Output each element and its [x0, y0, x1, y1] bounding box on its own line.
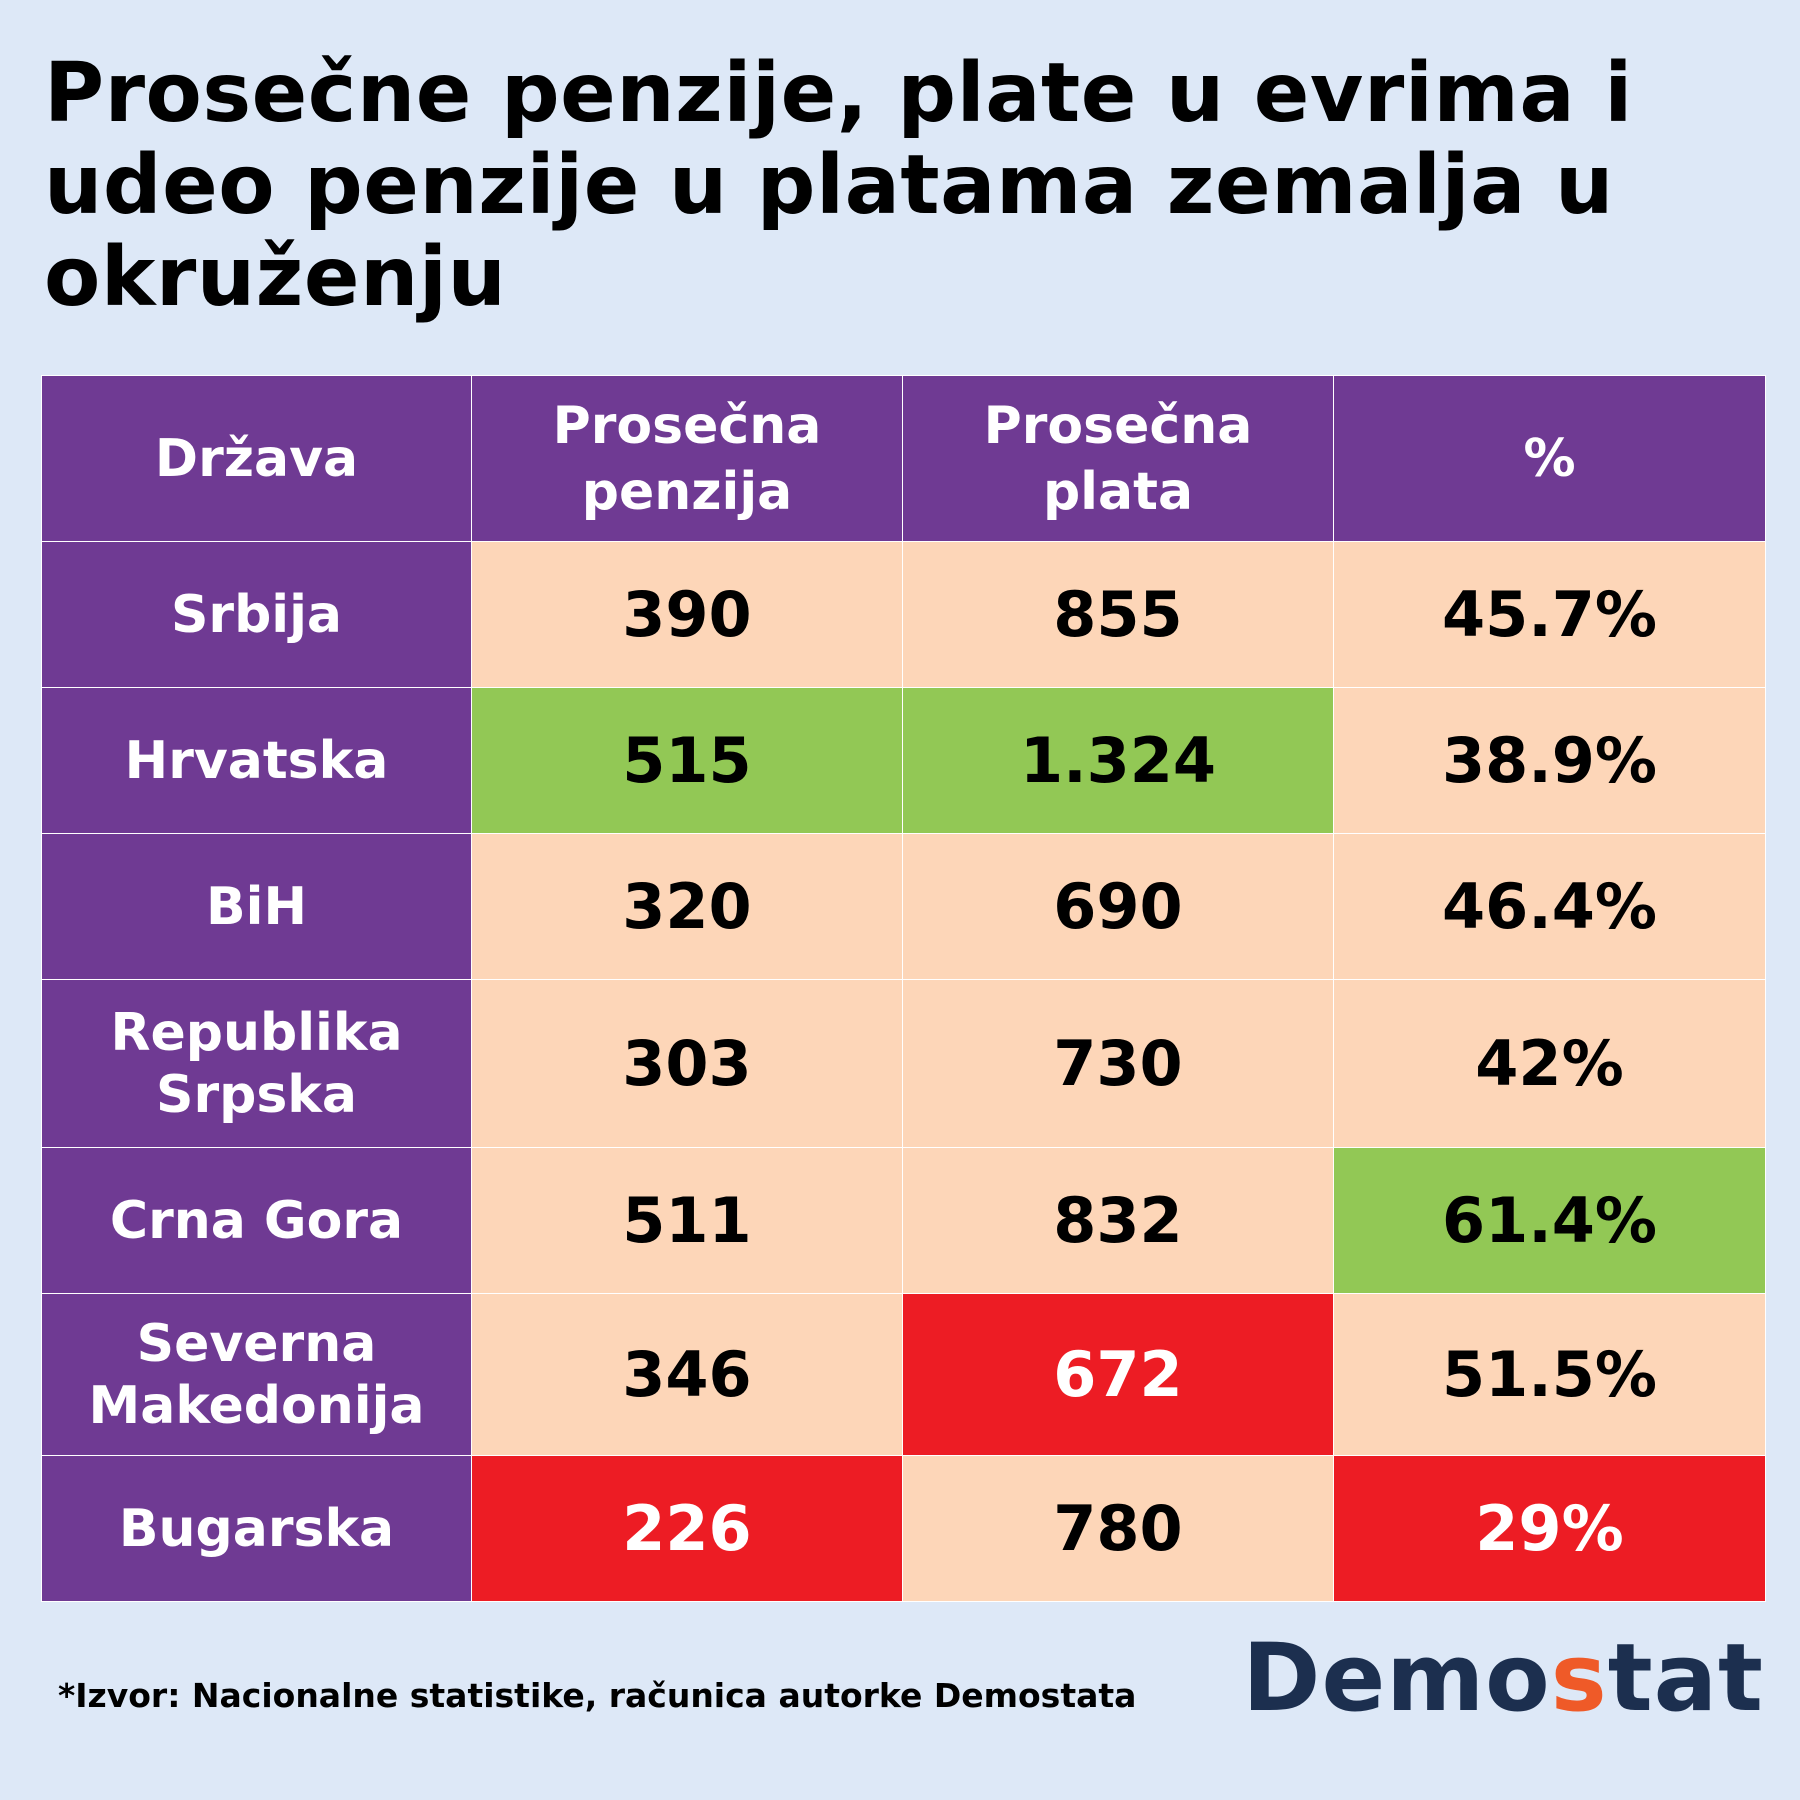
- chart-title: Prosečne penzije, plate u evrima i udeo …: [44, 46, 1633, 325]
- salary-cell: 832: [902, 1147, 1334, 1294]
- salary-cell: 690: [902, 833, 1334, 980]
- column-header-salary: Prosečna plata: [902, 375, 1334, 542]
- demostat-logo: Demostat: [1242, 1624, 1764, 1734]
- table-row: Republika Srpska 303 730 42%: [41, 979, 1766, 1148]
- column-header-line: plata: [1042, 461, 1194, 522]
- country-cell: BiH: [41, 833, 472, 980]
- column-header-line: Prosečna: [552, 395, 822, 456]
- country-name-line: Makedonija: [88, 1375, 425, 1436]
- salary-cell: 855: [902, 541, 1334, 688]
- country-cell: Crna Gora: [41, 1147, 472, 1294]
- country-cell: Bugarska: [41, 1455, 472, 1602]
- country-name-line: Hrvatska: [124, 730, 389, 791]
- country-name-line: BiH: [206, 876, 307, 937]
- pension-cell: 511: [471, 1147, 903, 1294]
- country-cell: Srbija: [41, 541, 472, 688]
- country-name-line: Severna: [136, 1313, 377, 1374]
- logo-text-accent: s: [1550, 1624, 1608, 1733]
- table-row: BiH 320 690 46.4%: [41, 833, 1766, 980]
- column-header-line: Prosečna: [983, 395, 1253, 456]
- percent-cell: 61.4%: [1333, 1147, 1766, 1294]
- column-header-line: %: [1523, 428, 1576, 489]
- data-table: Država Prosečna penzija Prosečna plata% Srbi…: [41, 375, 1766, 1602]
- pension-cell: 390: [471, 541, 903, 688]
- pension-cell: 320: [471, 833, 903, 980]
- percent-cell: 29%: [1333, 1455, 1766, 1602]
- country-cell: Hrvatska: [41, 687, 472, 834]
- table-row: Hrvatska 515 1.324 38.9%: [41, 687, 1766, 834]
- percent-cell: 42%: [1333, 979, 1766, 1148]
- percent-cell: 51.5%: [1333, 1293, 1766, 1456]
- percent-cell: 46.4%: [1333, 833, 1766, 980]
- column-header-country: Država: [41, 375, 472, 542]
- country-name-line: Srpska: [156, 1064, 357, 1125]
- salary-cell: 780: [902, 1455, 1334, 1602]
- table-row: Bugarska 226 780 29%: [41, 1455, 1766, 1602]
- logo-text-part: tat: [1607, 1624, 1764, 1733]
- column-header-line: Država: [154, 428, 359, 489]
- country-name-line: Republika: [110, 1002, 403, 1063]
- percent-cell: 45.7%: [1333, 541, 1766, 688]
- table-header-row: Država Prosečna penzija Prosečna plata%: [41, 375, 1766, 542]
- country-name-line: Crna Gora: [109, 1190, 404, 1251]
- percent-cell: 38.9%: [1333, 687, 1766, 834]
- salary-cell: 1.324: [902, 687, 1334, 834]
- table-row: Srbija 390 855 45.7%: [41, 541, 1766, 688]
- pension-cell: 303: [471, 979, 903, 1148]
- table-row: Severna Makedonija 346 672 51.5%: [41, 1293, 1766, 1456]
- table-row: Crna Gora 511 832 61.4%: [41, 1147, 1766, 1294]
- country-cell: Republika Srpska: [41, 979, 472, 1148]
- country-name-line: Bugarska: [118, 1498, 395, 1559]
- column-header-percent: %: [1333, 375, 1766, 542]
- logo-text-part: Demo: [1242, 1624, 1551, 1733]
- pension-cell: 226: [471, 1455, 903, 1602]
- salary-cell: 730: [902, 979, 1334, 1148]
- salary-cell: 672: [902, 1293, 1334, 1456]
- column-header-line: penzija: [581, 461, 793, 522]
- column-header-pension: Prosečna penzija: [471, 375, 903, 542]
- country-cell: Severna Makedonija: [41, 1293, 472, 1456]
- source-note: *Izvor: Nacionalne statistike, računica …: [58, 1676, 1137, 1715]
- pension-cell: 515: [471, 687, 903, 834]
- country-name-line: Srbija: [170, 584, 343, 645]
- pension-cell: 346: [471, 1293, 903, 1456]
